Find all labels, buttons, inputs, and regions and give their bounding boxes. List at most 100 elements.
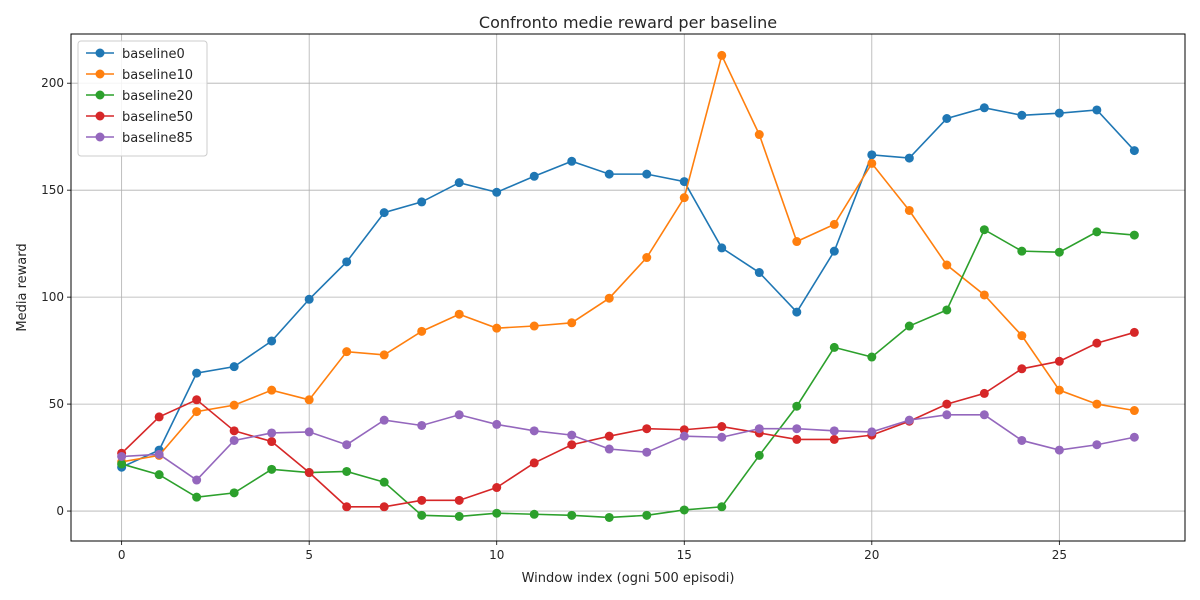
data-point-baseline85	[1017, 435, 1027, 445]
data-point-baseline20	[154, 470, 164, 480]
data-point-baseline20	[942, 305, 952, 315]
data-point-baseline0	[1129, 146, 1139, 156]
data-point-baseline20	[604, 512, 614, 522]
data-point-baseline0	[567, 156, 577, 166]
y-tick-label: 150	[41, 183, 64, 197]
data-point-baseline0	[717, 243, 727, 253]
data-point-baseline50	[604, 431, 614, 441]
series-line-baseline10	[121, 53, 1135, 463]
data-point-baseline50	[567, 440, 577, 450]
data-point-baseline50	[417, 495, 427, 505]
data-point-baseline85	[1092, 440, 1102, 450]
x-tick-label: 0	[118, 548, 126, 562]
series-baseline85	[117, 410, 1139, 485]
legend-label: baseline0	[122, 47, 185, 62]
data-point-baseline50	[492, 483, 502, 493]
data-point-baseline20	[492, 508, 502, 518]
series-line-baseline20	[121, 228, 1135, 519]
data-point-baseline20	[1017, 246, 1027, 256]
data-point-baseline20	[229, 488, 239, 498]
data-point-baseline0	[679, 177, 689, 187]
data-point-baseline85	[679, 431, 689, 441]
data-point-baseline50	[979, 388, 989, 398]
data-point-baseline0	[829, 246, 839, 256]
legend-item-baseline10: baseline10	[86, 68, 193, 83]
data-point-baseline0	[1054, 108, 1064, 118]
data-point-baseline10	[492, 323, 502, 333]
data-point-baseline50	[1017, 364, 1027, 374]
data-point-baseline20	[454, 511, 464, 521]
data-point-baseline20	[417, 510, 427, 520]
data-point-baseline0	[904, 153, 914, 163]
data-point-baseline10	[454, 309, 464, 319]
data-point-baseline10	[754, 130, 764, 140]
data-point-baseline50	[679, 425, 689, 435]
data-point-baseline50	[379, 502, 389, 512]
data-point-baseline10	[229, 400, 239, 410]
data-point-baseline0	[192, 368, 202, 378]
data-point-baseline85	[379, 415, 389, 425]
y-tick-label: 100	[41, 290, 64, 304]
data-point-baseline10	[679, 193, 689, 203]
data-point-baseline20	[1054, 247, 1064, 257]
data-point-baseline50	[529, 458, 539, 468]
data-point-baseline20	[754, 450, 764, 460]
legend-label: baseline20	[122, 89, 193, 104]
legend-swatch-marker	[95, 48, 105, 58]
data-point-baseline10	[1017, 331, 1027, 341]
data-point-baseline20	[267, 464, 277, 474]
data-point-baseline0	[342, 257, 352, 267]
series-lines	[117, 50, 1139, 522]
data-point-baseline85	[529, 426, 539, 436]
data-point-baseline20	[642, 510, 652, 520]
data-point-baseline20	[342, 466, 352, 476]
x-tick-label: 20	[864, 548, 879, 562]
data-point-baseline50	[229, 426, 239, 436]
data-point-baseline0	[754, 268, 764, 278]
data-point-baseline20	[792, 401, 802, 411]
data-point-baseline85	[417, 420, 427, 430]
x-axis-label: Window index (ogni 500 episodi)	[522, 571, 735, 586]
data-point-baseline0	[1017, 110, 1027, 120]
data-point-baseline20	[979, 225, 989, 235]
data-point-baseline20	[829, 342, 839, 352]
data-point-baseline0	[417, 197, 427, 207]
data-point-baseline85	[454, 410, 464, 420]
data-point-baseline85	[904, 415, 914, 425]
data-point-baseline85	[942, 410, 952, 420]
data-point-baseline50	[454, 495, 464, 505]
data-point-baseline20	[567, 510, 577, 520]
series-baseline10	[117, 50, 1139, 467]
data-point-baseline50	[267, 437, 277, 447]
legend-item-baseline0: baseline0	[86, 47, 185, 62]
data-point-baseline10	[942, 260, 952, 270]
legend-item-baseline20: baseline20	[86, 89, 193, 104]
data-point-baseline0	[492, 187, 502, 197]
series-line-baseline0	[121, 106, 1135, 468]
data-point-baseline10	[717, 50, 727, 60]
y-tick-label: 50	[49, 397, 64, 411]
data-point-baseline10	[904, 205, 914, 215]
data-point-baseline10	[304, 395, 314, 405]
data-point-baseline0	[867, 150, 877, 160]
data-point-baseline10	[192, 407, 202, 417]
legend: baseline0 baseline10 baseline20 baseline50 b…	[77, 40, 208, 157]
data-point-baseline85	[829, 426, 839, 436]
data-point-baseline50	[342, 502, 352, 512]
data-point-baseline10	[604, 293, 614, 303]
y-tick-label: 200	[41, 76, 64, 90]
legend-item-baseline50: baseline50	[86, 110, 193, 125]
data-point-baseline10	[1092, 399, 1102, 409]
x-tick-label: 10	[489, 548, 504, 562]
data-point-baseline85	[567, 430, 577, 440]
data-point-baseline50	[792, 434, 802, 444]
data-point-baseline85	[342, 440, 352, 450]
data-point-baseline85	[229, 435, 239, 445]
data-point-baseline20	[192, 492, 202, 502]
data-point-baseline85	[154, 449, 164, 459]
data-point-baseline10	[417, 326, 427, 336]
data-point-baseline85	[192, 475, 202, 485]
data-point-baseline0	[1092, 105, 1102, 115]
data-point-baseline50	[717, 422, 727, 432]
